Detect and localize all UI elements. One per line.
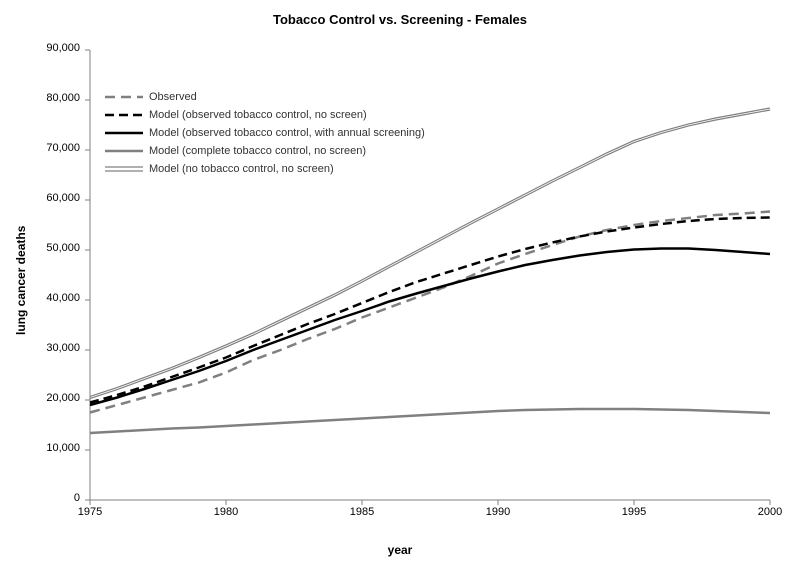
- legend-swatch-icon: [105, 90, 143, 104]
- legend-item-observed: Observed: [105, 90, 425, 104]
- x-tick-label: 1975: [78, 506, 102, 518]
- legend-label: Model (observed tobacco control, with an…: [149, 127, 425, 139]
- y-tick-label: 40,000: [25, 292, 80, 304]
- y-tick-label: 0: [25, 492, 80, 504]
- legend-label: Model (complete tobacco control, no scre…: [149, 145, 366, 157]
- y-tick-label: 50,000: [25, 242, 80, 254]
- legend-item-model_none_noscreen: Model (no tobacco control, no screen): [105, 162, 425, 176]
- chart-title: Tobacco Control vs. Screening - Females: [0, 12, 800, 27]
- legend-swatch-icon: [105, 108, 143, 122]
- legend-label: Model (observed tobacco control, no scre…: [149, 109, 367, 121]
- x-tick-label: 1995: [622, 506, 646, 518]
- x-tick-label: 1990: [486, 506, 510, 518]
- y-tick-label: 60,000: [25, 192, 80, 204]
- y-tick-label: 30,000: [25, 342, 80, 354]
- series-observed: [90, 212, 770, 413]
- y-tick-label: 90,000: [25, 42, 80, 54]
- legend-item-model_complete_noscreen: Model (complete tobacco control, no scre…: [105, 144, 425, 158]
- legend-swatch-icon: [105, 126, 143, 140]
- legend-item-model_obs_noscreen: Model (observed tobacco control, no scre…: [105, 108, 425, 122]
- x-tick-label: 1980: [214, 506, 238, 518]
- legend-item-model_obs_withscreen: Model (observed tobacco control, with an…: [105, 126, 425, 140]
- y-tick-label: 10,000: [25, 442, 80, 454]
- legend-swatch-icon: [105, 162, 143, 176]
- y-tick-label: 20,000: [25, 392, 80, 404]
- x-tick-label: 1985: [350, 506, 374, 518]
- legend: Observed Model (observed tobacco control,…: [105, 90, 425, 180]
- x-tick-label: 2000: [758, 506, 782, 518]
- y-tick-label: 80,000: [25, 92, 80, 104]
- y-tick-label: 70,000: [25, 142, 80, 154]
- x-axis-label: year: [0, 543, 800, 557]
- legend-swatch-icon: [105, 144, 143, 158]
- chart-container: Tobacco Control vs. Screening - Females …: [0, 0, 800, 563]
- series-model_complete_noscreen: [90, 409, 770, 433]
- legend-label: Model (no tobacco control, no screen): [149, 163, 334, 175]
- series-model_obs_withscreen: [90, 249, 770, 406]
- legend-label: Observed: [149, 91, 197, 103]
